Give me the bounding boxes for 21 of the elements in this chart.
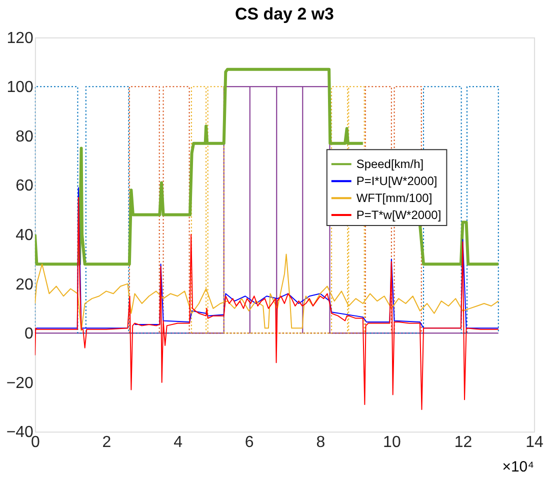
chart-title: CS day 2 w3 <box>235 4 334 24</box>
legend-label: Speed[km/h] <box>356 157 424 172</box>
y-tick-label: 60 <box>16 178 34 195</box>
legend-label: P=I*U[W*2000] <box>356 174 438 188</box>
legend-label: WFT[mm/100] <box>356 191 432 206</box>
y-tick-label: −20 <box>6 374 34 392</box>
y-tick-label: 20 <box>16 276 34 294</box>
x-tick-label: 6 <box>244 434 254 452</box>
x-tick-label: 10 <box>383 434 401 452</box>
x-tick-label: 14 <box>526 434 544 452</box>
y-tick-label: 80 <box>16 128 34 146</box>
y-tick-label: 120 <box>6 30 34 47</box>
x-tick-label: 12 <box>454 434 472 452</box>
x-tick-label: 2 <box>102 434 112 452</box>
y-tick-label: 100 <box>6 79 34 96</box>
x-tick-label: 8 <box>316 434 326 452</box>
x-tick-label: 4 <box>174 434 183 452</box>
text: ×10⁴ <box>502 458 534 476</box>
y-tick-label: 0 <box>24 326 34 343</box>
y-tick-label: 40 <box>16 227 34 244</box>
legend-label: P=T*w[W*2000] <box>356 208 442 222</box>
